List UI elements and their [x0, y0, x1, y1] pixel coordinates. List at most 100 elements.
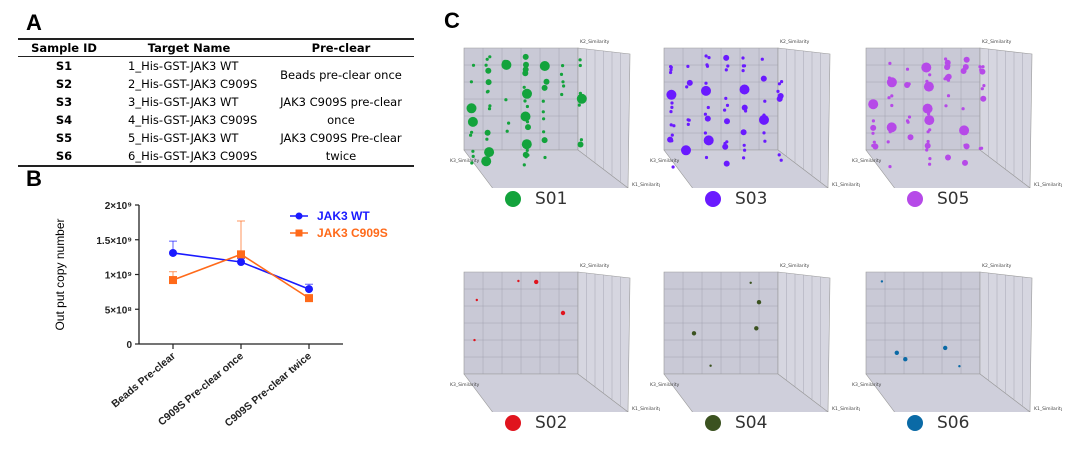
bubble-s03 [704, 155, 709, 160]
bubble-s03 [779, 158, 783, 162]
bubble-s03 [741, 104, 748, 111]
table-row: S2 2_His-GST-JAK3 C909S [18, 75, 414, 93]
bubble-s05 [888, 130, 892, 134]
bubble-s01 [524, 155, 528, 159]
bubble-s01 [543, 78, 550, 85]
bubble-s01 [504, 98, 508, 102]
header-preclear: Pre-clear [268, 38, 414, 57]
bubble-s05 [946, 94, 951, 98]
bubble-s01 [541, 84, 548, 91]
bubble-s03 [724, 118, 730, 125]
bubble-s05 [928, 73, 932, 77]
axis-label-k3: K3_Similarity [650, 382, 680, 388]
bubble-s05 [926, 139, 930, 144]
bubble-s05 [924, 115, 935, 126]
preclear-group: JAK3 C909S Pre-clear twice [268, 129, 414, 167]
legend-label: S04 [735, 413, 768, 433]
bubble-s05 [961, 107, 965, 111]
panel-label-a: A [26, 10, 42, 35]
bubble-s05 [871, 131, 875, 135]
bubble-s05 [905, 119, 910, 123]
target-name: 1_His-GST-JAK3 WT [128, 59, 239, 73]
bubble-s01 [523, 93, 527, 97]
bubble-s05 [927, 112, 931, 116]
target-name: 5_His-GST-JAK3 WT [128, 131, 239, 145]
bubble-s01 [484, 147, 495, 158]
bubble-s05 [921, 62, 932, 73]
legend-label: S02 [535, 413, 568, 433]
bubble-s03 [742, 156, 746, 160]
bubble-s05 [964, 131, 968, 135]
sample-id: S2 [55, 77, 73, 91]
bubble-s05 [962, 64, 969, 70]
bubble-s01 [542, 117, 546, 121]
x-tick-label: Beads Pre-clear [109, 350, 178, 410]
bubble-s05 [872, 140, 876, 144]
axis-label-k2: K2_Similarity [982, 39, 1012, 45]
target-name: 2_His-GST-JAK3 C909S [128, 77, 258, 91]
bubble-s01 [488, 104, 492, 108]
bubble-s05 [904, 82, 911, 88]
bubble-s05 [905, 67, 910, 71]
legend-label: S03 [735, 189, 768, 209]
axis-label-k1: K1_Similarity [632, 406, 660, 412]
bubble-s03 [725, 103, 730, 107]
bubble-s02 [475, 298, 478, 302]
bubble-s01 [488, 55, 492, 59]
bubble-s05 [922, 103, 933, 114]
cube-plot-s05: K1_Similarity K2_Similarity K3_Similarity [852, 39, 1062, 188]
y-tick-label: 1.5×10⁹ [96, 236, 132, 247]
bubble-s01 [525, 148, 529, 152]
bubble-s01 [485, 57, 489, 61]
bubble-s03 [777, 153, 781, 157]
axis-label-k2: K2_Similarity [580, 39, 610, 45]
bubble-s01 [471, 63, 476, 67]
bubble-s03 [723, 160, 730, 167]
table-row: S5 5_His-GST-JAK3 WT JAK3 C909S Pre-clea… [18, 129, 414, 167]
cube-legend-s03: S03 [705, 189, 767, 209]
cube-legend-s04: S04 [705, 413, 767, 433]
bubble-s05 [962, 159, 968, 166]
bubble-s05 [887, 96, 891, 100]
sample-id: S4 [55, 113, 73, 127]
bubble-s03 [701, 85, 711, 96]
bubble-s01 [561, 64, 565, 68]
legend-dot-icon [505, 415, 521, 431]
bubble-s03 [705, 63, 709, 67]
bubble-s03 [671, 165, 675, 169]
bubble-s03 [742, 143, 746, 147]
bubble-s01 [469, 80, 473, 84]
data-point-c909s [305, 294, 313, 303]
cube-plot-s03: K1_Similarity K2_Similarity K3_Similarity [650, 39, 860, 188]
bubble-s01 [578, 63, 582, 68]
table-row: S4 4_His-GST-JAK3 C909S [18, 111, 414, 129]
bubble-s05 [982, 84, 986, 88]
bubble-s03 [704, 81, 708, 85]
cube-plot-s01: K1_Similarity K2_Similarity K3_Similarity [450, 39, 660, 188]
bubble-s05 [923, 81, 934, 92]
bubble-s03 [763, 139, 767, 143]
bubble-s06 [880, 280, 884, 283]
bubble-s01 [502, 59, 509, 66]
bubble-s03 [685, 85, 689, 89]
axis-label-k2: K2_Similarity [580, 263, 610, 269]
axis-label-k1: K1_Similarity [1034, 406, 1062, 412]
bubble-s05 [963, 57, 967, 61]
bubble-s03 [763, 99, 767, 103]
bubble-s03 [681, 145, 691, 156]
bubble-s06 [958, 365, 961, 368]
bubble-s04 [709, 364, 712, 367]
bubble-s01 [539, 61, 550, 71]
legend-label-wt: JAK3 WT [317, 209, 370, 223]
bubble-s01 [505, 129, 509, 133]
sample-id: S5 [55, 131, 73, 145]
bubble-s01 [470, 130, 474, 134]
bubble-s05 [886, 77, 897, 88]
bubble-s01 [543, 155, 547, 160]
bubble-s01 [577, 103, 581, 107]
legend-label-c909s: JAK3 C909S [317, 226, 388, 240]
table-row: S6 6_His-GST-JAK3 C909S [18, 147, 414, 167]
bubble-s05 [907, 134, 914, 141]
bubble-s05 [890, 103, 894, 108]
bubble-s05 [980, 87, 984, 91]
